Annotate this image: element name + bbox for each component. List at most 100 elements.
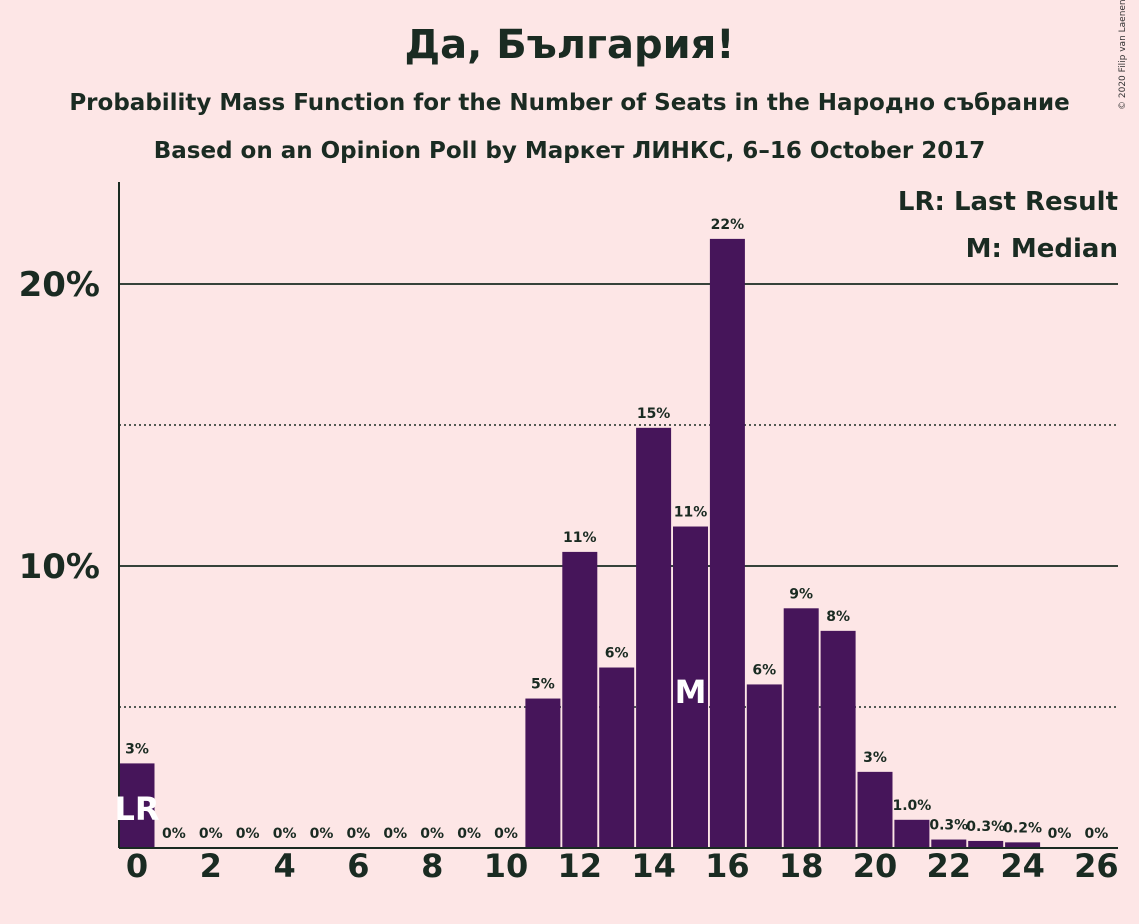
- data-label-bg: [494, 822, 518, 840]
- x-tick-label: 14: [631, 847, 676, 885]
- data-label: 0%: [494, 826, 518, 842]
- data-label: 0%: [1085, 826, 1109, 842]
- data-label-bg: [566, 525, 594, 544]
- y-tick-labels: 10% 20%: [19, 265, 100, 587]
- bar-seats-23: [968, 840, 1004, 848]
- data-label-bg: [893, 793, 930, 812]
- chart-title: Да, България!: [404, 22, 735, 68]
- bar-seats-11: [525, 698, 561, 848]
- x-tick-label: 20: [853, 847, 898, 885]
- data-label-bg: [198, 822, 223, 840]
- bar-seats-16: [709, 238, 745, 848]
- bar-seats-17: [746, 684, 782, 848]
- legend-median: M: Median: [966, 234, 1118, 264]
- x-tick-label: 10: [484, 847, 529, 885]
- x-tick-labels: 0 2 4 6 8 10 12 14 16 18 20 22 24 26: [126, 847, 1119, 885]
- x-tick-label: 8: [421, 847, 443, 885]
- data-label-bg: [309, 822, 334, 840]
- data-label: 3%: [863, 750, 887, 766]
- data-label-bg: [640, 401, 668, 420]
- bars: [119, 238, 1041, 848]
- data-label: 8%: [826, 609, 850, 625]
- y-tick-label: 10%: [19, 547, 100, 587]
- axes: [118, 182, 1118, 849]
- data-label: 11%: [674, 505, 708, 521]
- data-label-bg: [161, 822, 186, 840]
- data-label: 5%: [531, 677, 555, 693]
- data-label-bg: [272, 822, 297, 840]
- data-label-bg: [677, 500, 704, 519]
- data-label: 0%: [199, 826, 223, 842]
- data-label: 0%: [273, 826, 297, 842]
- data-label-bg: [457, 822, 482, 840]
- bar-seats-19: [820, 630, 856, 848]
- x-tick-label: 24: [1000, 847, 1045, 885]
- data-label-bg: [863, 745, 887, 764]
- x-tick-label: 26: [1074, 847, 1119, 885]
- x-tick-label: 6: [347, 847, 369, 885]
- legend-last-result: LR: Last Result: [898, 187, 1118, 217]
- data-label: 0%: [162, 826, 186, 842]
- x-tick-label: 22: [927, 847, 972, 885]
- x-tick-label: 4: [273, 847, 295, 885]
- data-label-bg: [346, 822, 371, 840]
- data-label: 22%: [711, 217, 745, 233]
- bar-seats-12: [562, 551, 598, 848]
- data-label: 0%: [383, 826, 407, 842]
- data-label: 0.3%: [966, 819, 1005, 835]
- bar-seats-24: [1005, 842, 1041, 848]
- data-label: 0%: [236, 826, 260, 842]
- data-label: 3%: [125, 741, 149, 757]
- chart-subtitle-poll: Based on an Opinion Poll by Маркет ЛИНКС…: [153, 138, 986, 164]
- data-label-bg: [125, 737, 149, 756]
- bar-seats-14: [636, 427, 672, 848]
- data-label-bg: [1084, 822, 1109, 840]
- data-label: 0%: [347, 826, 371, 842]
- data-label: 0%: [457, 826, 481, 842]
- data-label-bg: [235, 822, 260, 840]
- data-label: 0.3%: [929, 818, 968, 834]
- data-label-bg: [967, 814, 1004, 833]
- data-label-bg: [420, 822, 445, 840]
- x-tick-label: 2: [200, 847, 222, 885]
- bar-seats-20: [857, 771, 893, 848]
- x-tick-label: 18: [779, 847, 824, 885]
- data-label-bg: [713, 212, 741, 231]
- data-label: 0%: [420, 826, 444, 842]
- bar-seats-13: [599, 667, 635, 848]
- last-result-marker: LR: [114, 790, 159, 828]
- gridlines: [119, 283, 1118, 708]
- x-tick-label: 16: [705, 847, 750, 885]
- bar-seats-15: [673, 526, 708, 848]
- y-tick-label: 20%: [19, 265, 100, 305]
- data-label-bg: [604, 641, 629, 660]
- median-marker: M: [675, 673, 707, 711]
- data-label: 0%: [310, 826, 334, 842]
- data-label: 9%: [789, 586, 813, 602]
- data-label: 6%: [605, 646, 629, 662]
- chart-subtitle: Probability Mass Function for the Number…: [69, 90, 1070, 116]
- data-label-bg: [752, 658, 777, 677]
- x-tick-label: 0: [126, 847, 148, 885]
- data-label: 0%: [1048, 826, 1072, 842]
- bar-seats-0: [119, 763, 155, 848]
- data-label: 6%: [752, 662, 776, 678]
- bar-seats-21: [894, 819, 930, 848]
- bar-seats-22: [931, 839, 967, 848]
- data-label-bg: [1047, 822, 1072, 840]
- data-label-bg: [1004, 816, 1041, 835]
- data-label: 0.2%: [1003, 820, 1042, 836]
- data-label-bg: [530, 672, 555, 691]
- x-tick-label: 12: [558, 847, 603, 885]
- data-label: 11%: [563, 530, 597, 546]
- data-label-bg: [826, 604, 851, 623]
- data-label-bg: [930, 813, 967, 832]
- bar-seats-18: [783, 608, 819, 848]
- data-labels: 3% 0% 0% 0% 0% 0% 0% 0% 0% 0% 0% 5% 11% 6% 15% 11% 22% 6%…: [125, 212, 1109, 842]
- data-label-bg: [383, 822, 408, 840]
- data-label: 15%: [637, 406, 671, 422]
- data-label: 1.0%: [892, 798, 931, 814]
- data-label-bg: [789, 582, 814, 601]
- bar-markers: LR M: [114, 673, 706, 828]
